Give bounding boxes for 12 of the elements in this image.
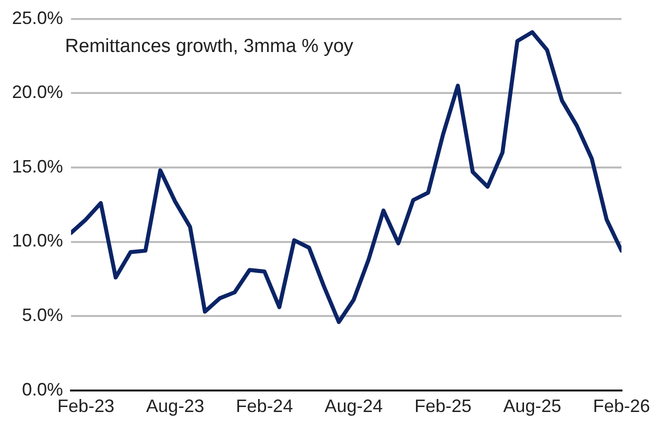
y-tick-label: 20.0% (12, 82, 64, 102)
y-tick-label: 10.0% (12, 230, 64, 251)
x-tick-label: Feb-24 (236, 396, 293, 416)
text: Remittances growth, 3mma % yoy (65, 36, 354, 58)
y-tick-label: 15.0% (12, 156, 64, 176)
x-tick-label: Feb-26 (592, 396, 650, 416)
x-tick-label: Aug-25 (503, 396, 562, 416)
y-tick-label: 25.0% (12, 8, 64, 28)
y-tick-label: 5.0% (22, 305, 64, 326)
x-tick-label: Aug-24 (324, 396, 383, 416)
x-tick-label: Feb-25 (414, 396, 472, 416)
x-tick-label: Aug-23 (146, 396, 204, 416)
